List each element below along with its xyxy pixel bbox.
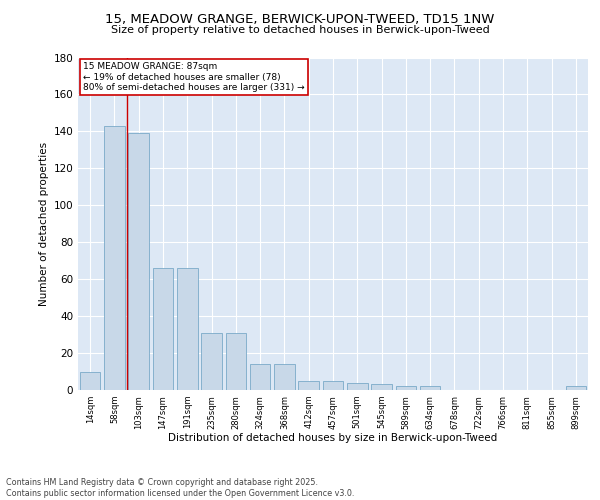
X-axis label: Distribution of detached houses by size in Berwick-upon-Tweed: Distribution of detached houses by size …: [169, 433, 497, 443]
Bar: [128, 133, 149, 390]
Bar: [201, 332, 222, 390]
Bar: [250, 364, 271, 390]
Bar: [80, 372, 100, 390]
Text: Size of property relative to detached houses in Berwick-upon-Tweed: Size of property relative to detached ho…: [110, 25, 490, 35]
Bar: [152, 268, 173, 390]
Bar: [177, 268, 197, 390]
Bar: [226, 332, 246, 390]
Text: 15, MEADOW GRANGE, BERWICK-UPON-TWEED, TD15 1NW: 15, MEADOW GRANGE, BERWICK-UPON-TWEED, T…: [106, 12, 494, 26]
Bar: [274, 364, 295, 390]
Y-axis label: Number of detached properties: Number of detached properties: [39, 142, 49, 306]
Bar: [371, 384, 392, 390]
Bar: [420, 386, 440, 390]
Bar: [298, 381, 319, 390]
Bar: [395, 386, 416, 390]
Text: Contains HM Land Registry data © Crown copyright and database right 2025.
Contai: Contains HM Land Registry data © Crown c…: [6, 478, 355, 498]
Bar: [347, 382, 368, 390]
Bar: [323, 381, 343, 390]
Bar: [104, 126, 125, 390]
Text: 15 MEADOW GRANGE: 87sqm
← 19% of detached houses are smaller (78)
80% of semi-de: 15 MEADOW GRANGE: 87sqm ← 19% of detache…: [83, 62, 305, 92]
Bar: [566, 386, 586, 390]
